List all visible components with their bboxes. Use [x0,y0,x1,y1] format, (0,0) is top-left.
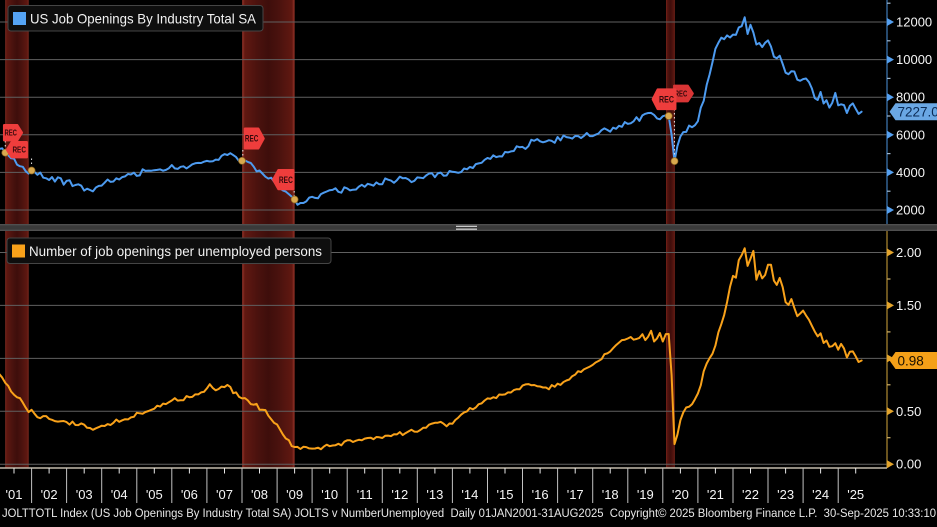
svg-text:'08: '08 [251,487,268,502]
svg-text:'23: '23 [777,487,794,502]
svg-text:REC: REC [12,145,26,155]
svg-text:0.98: 0.98 [898,353,924,368]
svg-text:'24: '24 [812,487,829,502]
svg-text:'07: '07 [216,487,233,502]
svg-text:0.00: 0.00 [896,457,921,472]
svg-text:REC: REC [279,175,293,185]
svg-text:'06: '06 [181,487,198,502]
svg-text:'13: '13 [426,487,443,502]
svg-text:8000: 8000 [896,90,925,105]
svg-text:'01: '01 [6,487,23,502]
svg-text:'18: '18 [602,487,619,502]
svg-text:REC: REC [4,128,17,138]
svg-text:REC: REC [245,134,259,144]
svg-text:'20: '20 [672,487,689,502]
svg-text:'15: '15 [497,487,514,502]
svg-text:JOLTTOTL Index (US Job Opening: JOLTTOTL Index (US Job Openings By Indus… [2,506,936,520]
svg-text:'04: '04 [111,487,128,502]
svg-text:'10: '10 [321,487,338,502]
svg-text:2000: 2000 [896,203,925,218]
svg-text:'14: '14 [461,487,478,502]
svg-text:'05: '05 [146,487,163,502]
svg-text:REC: REC [675,89,688,99]
svg-text:0.50: 0.50 [896,404,921,419]
svg-text:'12: '12 [391,487,408,502]
svg-text:12000: 12000 [896,15,932,30]
svg-text:'22: '22 [742,487,759,502]
svg-text:6000: 6000 [896,127,925,142]
svg-text:'02: '02 [41,487,58,502]
svg-text:'16: '16 [532,487,549,502]
svg-text:'09: '09 [286,487,303,502]
svg-text:10000: 10000 [896,52,932,67]
svg-text:'03: '03 [76,487,93,502]
svg-text:REC: REC [659,95,674,105]
svg-text:'11: '11 [357,487,373,502]
svg-text:'19: '19 [637,487,654,502]
svg-text:'21: '21 [707,487,724,502]
svg-text:2.00: 2.00 [896,245,921,260]
svg-text:Number of job openings per une: Number of job openings per unemployed pe… [29,243,322,259]
svg-text:7227.0: 7227.0 [898,105,937,120]
svg-text:US Job Openings By Industry To: US Job Openings By Industry Total SA [30,11,257,27]
svg-text:4000: 4000 [896,165,925,180]
svg-text:'17: '17 [567,487,584,502]
svg-text:'25: '25 [847,487,864,502]
svg-text:1.50: 1.50 [896,298,921,313]
